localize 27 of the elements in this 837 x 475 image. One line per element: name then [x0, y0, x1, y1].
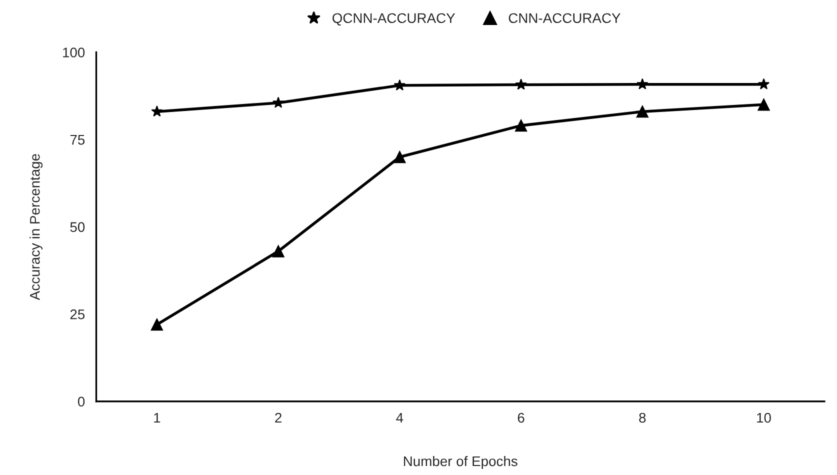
point — [394, 79, 406, 90]
point — [515, 78, 527, 90]
x-tick-label: 8 — [639, 412, 646, 423]
point — [758, 98, 770, 111]
x-tick-label: 4 — [396, 412, 404, 423]
x-tick-label: 1 — [154, 412, 160, 423]
x-tick-label: 6 — [518, 412, 524, 423]
y-tick-label: 50 — [70, 222, 85, 232]
point — [636, 106, 648, 118]
x-axis-title: Number of Epochs — [404, 456, 518, 469]
y-tick-label: 100 — [63, 48, 85, 58]
y-tick-label: 75 — [70, 135, 85, 145]
y-tick-label: 0 — [78, 396, 85, 407]
point — [636, 78, 648, 90]
point — [272, 96, 284, 108]
point — [151, 106, 163, 117]
point — [394, 150, 406, 164]
legend-label: QCNN-ACCURACY — [332, 13, 456, 26]
legend-label: CNN-ACCURACY — [508, 13, 620, 24]
point — [758, 78, 770, 90]
point — [150, 318, 164, 331]
y-axis-title: Accuracy in Percentage — [30, 154, 43, 300]
x-tick-label: 2 — [275, 412, 282, 423]
y-tick-label: 25 — [70, 309, 85, 320]
point — [514, 119, 528, 132]
x-tick-label: 10 — [757, 412, 771, 423]
point — [272, 245, 284, 258]
